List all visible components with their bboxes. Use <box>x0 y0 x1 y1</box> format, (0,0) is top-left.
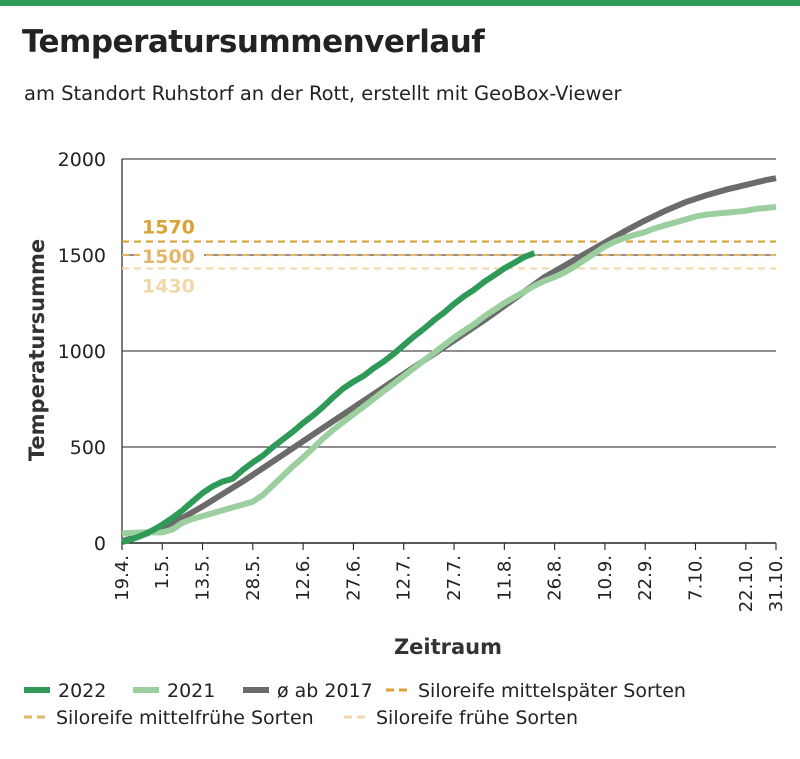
x-tick-label: 12.7. <box>394 555 415 601</box>
reference-label-1430: 1430 <box>142 275 195 297</box>
page-subtitle: am Standort Ruhstorf an der Rott, erstel… <box>24 82 622 105</box>
legend-label: Siloreife mittelspäter Sorten <box>418 680 686 702</box>
y-tick-label-2000: 2000 <box>58 149 106 171</box>
y-tick-label-500: 500 <box>70 437 106 459</box>
legend-label: ø ab 2017 <box>277 680 373 702</box>
x-tick-label: 10.9. <box>595 555 616 601</box>
x-tick-label: 1.5. <box>152 555 173 589</box>
y-tick-label-0: 0 <box>94 533 106 555</box>
x-tick-label: 26.8. <box>545 555 566 601</box>
y-axis-title: Temperatursumme <box>25 239 49 461</box>
legend-label: Siloreife frühe Sorten <box>376 707 578 729</box>
x-tick-label: 28.5. <box>243 555 264 601</box>
reference-label-bg <box>140 246 204 265</box>
reference-label-1500: 1500 <box>142 246 195 268</box>
legend-label: Siloreife mittelfrühe Sorten <box>56 707 314 729</box>
x-tick-label: 22.9. <box>635 555 656 601</box>
top-accent-bar <box>0 0 800 6</box>
x-tick-label: 13.5. <box>192 555 213 601</box>
y-tick-label-1000: 1000 <box>58 341 106 363</box>
legend-label: 2021 <box>167 680 215 702</box>
x-tick-label: 31.10. <box>766 555 787 612</box>
x-tick-label: 11.8. <box>494 555 515 601</box>
reference-label-1570: 1570 <box>142 217 195 239</box>
legend-label: 2022 <box>58 680 106 702</box>
page-title: Temperatursummenverlauf <box>22 24 485 60</box>
x-tick-label: 27.6. <box>343 555 364 601</box>
x-tick-label: 27.7. <box>444 555 465 601</box>
series-line-2021 <box>121 204 777 537</box>
series-line-2022 <box>121 250 536 545</box>
reference-label-bg <box>140 216 204 236</box>
x-tick-label: 22.10. <box>736 555 757 612</box>
x-tick-label: 12.6. <box>293 555 314 601</box>
x-tick-label: 7.10. <box>686 555 707 601</box>
reference-label-bg <box>140 275 204 295</box>
y-tick-label-1500: 1500 <box>58 245 106 267</box>
series-line--ab-2017 <box>121 175 777 544</box>
x-axis-title: Zeitraum <box>394 635 502 659</box>
x-tick-label: 19.4. <box>112 555 133 601</box>
